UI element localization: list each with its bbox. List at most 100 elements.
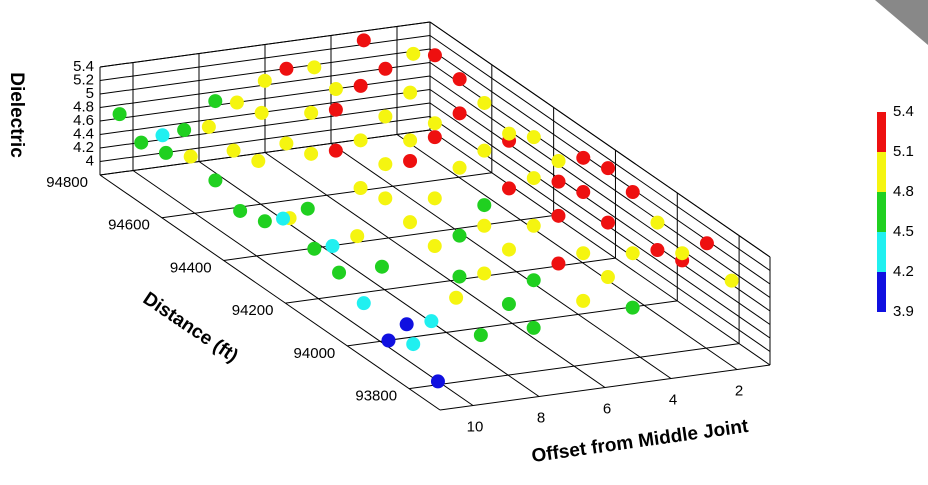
data-point bbox=[449, 291, 463, 305]
data-point bbox=[502, 127, 516, 141]
data-point bbox=[184, 150, 198, 164]
y-tick-label: 6 bbox=[603, 400, 611, 417]
data-point bbox=[700, 236, 714, 250]
data-point bbox=[329, 103, 343, 117]
data-point bbox=[453, 72, 467, 86]
colorbar-segment bbox=[877, 232, 886, 272]
data-point bbox=[400, 317, 414, 331]
data-point bbox=[552, 175, 566, 189]
data-point bbox=[382, 334, 396, 348]
colorbar-segment bbox=[877, 152, 886, 192]
y-axis-label: Offset from Middle Joint bbox=[530, 416, 750, 467]
data-point bbox=[378, 157, 392, 171]
data-point bbox=[502, 181, 516, 195]
data-point bbox=[406, 337, 420, 351]
data-point bbox=[551, 209, 565, 223]
data-point bbox=[276, 212, 290, 226]
colorbar-segment bbox=[877, 272, 886, 312]
colorbar-label: 4.5 bbox=[893, 223, 914, 240]
data-point bbox=[403, 133, 417, 147]
data-point bbox=[477, 198, 491, 212]
data-point bbox=[403, 215, 417, 229]
y-tick-label: 2 bbox=[735, 382, 743, 399]
data-point bbox=[279, 62, 293, 76]
data-point bbox=[279, 136, 293, 150]
data-point bbox=[113, 107, 127, 121]
data-point bbox=[527, 321, 541, 335]
data-point bbox=[177, 123, 191, 137]
data-point bbox=[251, 154, 265, 168]
data-point bbox=[332, 266, 346, 280]
data-point bbox=[453, 106, 467, 120]
colorbar-segment bbox=[877, 192, 886, 232]
data-point bbox=[403, 154, 417, 168]
data-point bbox=[230, 96, 244, 110]
y-tick-label: 10 bbox=[467, 418, 484, 435]
data-point bbox=[325, 239, 339, 253]
data-point bbox=[428, 191, 442, 205]
x-tick-label: 94400 bbox=[170, 259, 212, 276]
y-tick-label: 8 bbox=[537, 409, 545, 426]
x-tick-label: 93800 bbox=[355, 388, 397, 405]
x-axis-label: Distance (ft) bbox=[139, 288, 242, 367]
data-point bbox=[354, 79, 368, 93]
data-point bbox=[208, 94, 222, 108]
data-point bbox=[428, 239, 442, 253]
x-tick-label: 94800 bbox=[46, 174, 88, 191]
data-point bbox=[452, 270, 466, 284]
data-point bbox=[502, 297, 516, 311]
data-point bbox=[378, 191, 392, 205]
data-point bbox=[675, 246, 689, 260]
corner-decoration bbox=[875, 0, 928, 45]
data-point bbox=[431, 374, 445, 388]
data-point bbox=[307, 242, 321, 256]
z-axis-label: Dielectric bbox=[6, 72, 27, 158]
data-point bbox=[307, 60, 321, 74]
x-tick-label: 94000 bbox=[294, 345, 336, 362]
data-point bbox=[357, 296, 371, 310]
data-point bbox=[329, 82, 343, 96]
x-tick-label: 94200 bbox=[232, 302, 274, 319]
data-point bbox=[601, 216, 615, 230]
colorbar-label: 3.9 bbox=[893, 303, 914, 320]
data-point bbox=[428, 48, 442, 62]
data-point bbox=[453, 161, 467, 175]
data-point bbox=[576, 151, 590, 165]
data-point bbox=[227, 144, 241, 158]
data-point bbox=[502, 243, 516, 257]
data-point bbox=[626, 301, 640, 315]
data-point bbox=[650, 243, 664, 257]
colorbar-label: 4.8 bbox=[893, 183, 914, 200]
data-point bbox=[155, 128, 169, 142]
data-point bbox=[202, 120, 216, 134]
colorbar-label: 5.4 bbox=[893, 103, 914, 120]
data-point bbox=[551, 257, 565, 271]
data-point bbox=[453, 229, 467, 243]
data-point bbox=[375, 260, 389, 274]
data-point bbox=[304, 106, 318, 120]
data-point bbox=[428, 116, 442, 130]
data-point bbox=[552, 154, 566, 168]
data-point bbox=[258, 214, 272, 228]
data-point bbox=[477, 219, 491, 233]
data-point bbox=[258, 74, 272, 88]
data-point bbox=[233, 204, 247, 218]
data-point bbox=[424, 314, 438, 328]
data-point bbox=[650, 216, 664, 230]
data-point bbox=[304, 147, 318, 161]
data-point bbox=[208, 173, 222, 187]
colorbar-segment bbox=[877, 112, 886, 152]
data-point bbox=[626, 246, 640, 260]
data-point bbox=[301, 202, 315, 216]
data-point bbox=[576, 294, 590, 308]
data-point bbox=[601, 270, 615, 284]
chart: Dielectric Distance (ft) Offset from Mid… bbox=[0, 0, 928, 485]
colorbar-label: 5.1 bbox=[893, 143, 914, 160]
data-point bbox=[357, 33, 371, 47]
data-point bbox=[354, 133, 368, 147]
x-tick-label: 94600 bbox=[108, 217, 150, 234]
data-point bbox=[354, 181, 368, 195]
data-point bbox=[477, 266, 491, 280]
data-point bbox=[477, 144, 491, 158]
data-point bbox=[601, 161, 615, 175]
